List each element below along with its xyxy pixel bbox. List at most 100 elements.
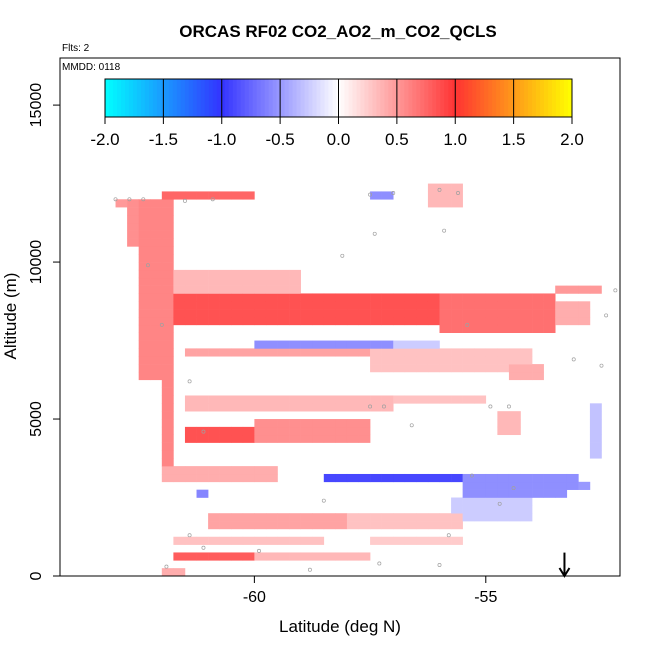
- heatmap-cell: [520, 293, 533, 302]
- colorbar-swatch: [232, 79, 238, 117]
- colorbar-swatch: [408, 79, 413, 117]
- heatmap-cell: [439, 301, 452, 310]
- heatmap-cell: [161, 356, 174, 365]
- heatmap-cell: [254, 513, 267, 522]
- colorbar-swatch: [348, 79, 353, 117]
- heatmap-cell: [173, 317, 186, 326]
- heatmap-cell: [404, 348, 417, 357]
- heatmap-cell: [138, 269, 151, 279]
- heatmap-cell: [439, 324, 452, 333]
- heatmap-cell: [150, 340, 163, 349]
- flight-point: [465, 322, 470, 327]
- colorbar-swatch: [208, 79, 214, 117]
- heatmap-cell: [289, 395, 301, 404]
- flight-point: [201, 545, 206, 550]
- heatmap-cell: [346, 301, 359, 310]
- heatmap-cell: [439, 293, 452, 302]
- flight-point: [382, 404, 386, 409]
- colorbar-swatch: [532, 79, 537, 117]
- heatmap-cell: [520, 489, 533, 498]
- heatmap-cell: [231, 434, 244, 443]
- heatmap-cell: [196, 269, 209, 279]
- heatmap-cell: [208, 395, 220, 404]
- heatmap-cell: [277, 277, 290, 286]
- heatmap-cell: [566, 481, 579, 490]
- flights-note: Flts: 2: [62, 43, 90, 54]
- heatmap-cell: [196, 277, 209, 286]
- colorbar-swatch: [328, 79, 333, 117]
- heatmap-cell: [289, 277, 301, 286]
- heatmap-cell: [335, 403, 348, 412]
- heatmap-cell: [335, 395, 348, 404]
- heatmap-cell: [150, 238, 163, 247]
- colorbar-swatch: [164, 79, 170, 117]
- heatmap-cell: [451, 395, 463, 404]
- heatmap-cell: [150, 332, 163, 341]
- heatmap-cell: [497, 419, 510, 428]
- heatmap-cell: [358, 552, 371, 561]
- colorbar-swatch: [252, 79, 258, 117]
- heatmap-cell: [335, 348, 348, 357]
- heatmap-cell: [115, 199, 128, 208]
- heatmap-cell: [196, 301, 209, 310]
- heatmap-cell: [265, 395, 278, 404]
- heatmap-cell: [451, 536, 463, 545]
- heatmap-cell: [427, 183, 440, 192]
- heatmap-cell: [219, 513, 232, 522]
- y-axis-label: Altitude (m): [1, 273, 20, 360]
- heatmap-cell: [208, 277, 220, 286]
- heatmap-cell: [231, 317, 244, 326]
- heatmap-cell: [150, 269, 163, 279]
- heatmap-cell: [346, 426, 359, 436]
- heatmap-cell: [335, 521, 348, 530]
- heatmap-cell: [242, 403, 255, 412]
- heatmap-cell: [196, 434, 209, 443]
- heatmap-cell: [393, 356, 406, 365]
- heatmap-cell: [173, 568, 186, 577]
- heatmap-cell: [300, 426, 313, 436]
- colorbar-swatch: [520, 79, 525, 117]
- colorbar-tick-label: 0.0: [327, 130, 351, 149]
- heatmap-cell: [173, 293, 186, 302]
- heatmap-cell: [127, 214, 139, 224]
- heatmap-cell: [219, 473, 232, 483]
- heatmap-cell: [219, 285, 232, 294]
- heatmap-cell: [416, 521, 429, 530]
- heatmap-cell: [462, 489, 475, 498]
- heatmap-cell: [323, 340, 336, 349]
- heatmap-cell: [277, 348, 290, 357]
- heatmap-cell: [508, 513, 521, 522]
- heatmap-cell: [381, 301, 394, 310]
- heatmap-cell: [485, 324, 498, 333]
- colorbar-swatch: [228, 79, 234, 117]
- heatmap-cell: [208, 309, 220, 318]
- colorbar-swatch: [464, 79, 469, 117]
- heatmap-cell: [462, 348, 475, 357]
- heatmap-cell: [358, 426, 371, 436]
- heatmap-cell: [474, 348, 487, 357]
- heatmap-cell: [127, 230, 139, 239]
- flight-point: [469, 473, 474, 478]
- heatmap-cell: [173, 552, 186, 561]
- heatmap-cell: [254, 419, 267, 428]
- heatmap-cell: [520, 481, 533, 490]
- heatmap-cell: [300, 348, 313, 357]
- heatmap-cell: [254, 536, 267, 545]
- heatmap-cell: [323, 434, 336, 443]
- colorbar-swatch: [560, 79, 565, 117]
- heatmap-cell: [346, 403, 359, 412]
- heatmap-cell: [404, 317, 417, 326]
- heatmap-cell: [439, 317, 452, 326]
- heatmap-cell: [520, 497, 533, 506]
- heatmap-cell: [543, 489, 556, 498]
- heatmap-cell: [242, 277, 255, 286]
- colorbar-swatch: [452, 79, 457, 117]
- heatmap-cell: [265, 285, 278, 294]
- heatmap-cell: [254, 269, 267, 279]
- colorbar-tick-label: -1.5: [149, 130, 178, 149]
- heatmap-cell: [370, 348, 382, 357]
- heatmap-cell: [520, 371, 533, 381]
- heatmap-cell: [520, 309, 533, 318]
- heatmap-cell: [138, 348, 151, 357]
- y-tick-label: 10000: [28, 240, 45, 285]
